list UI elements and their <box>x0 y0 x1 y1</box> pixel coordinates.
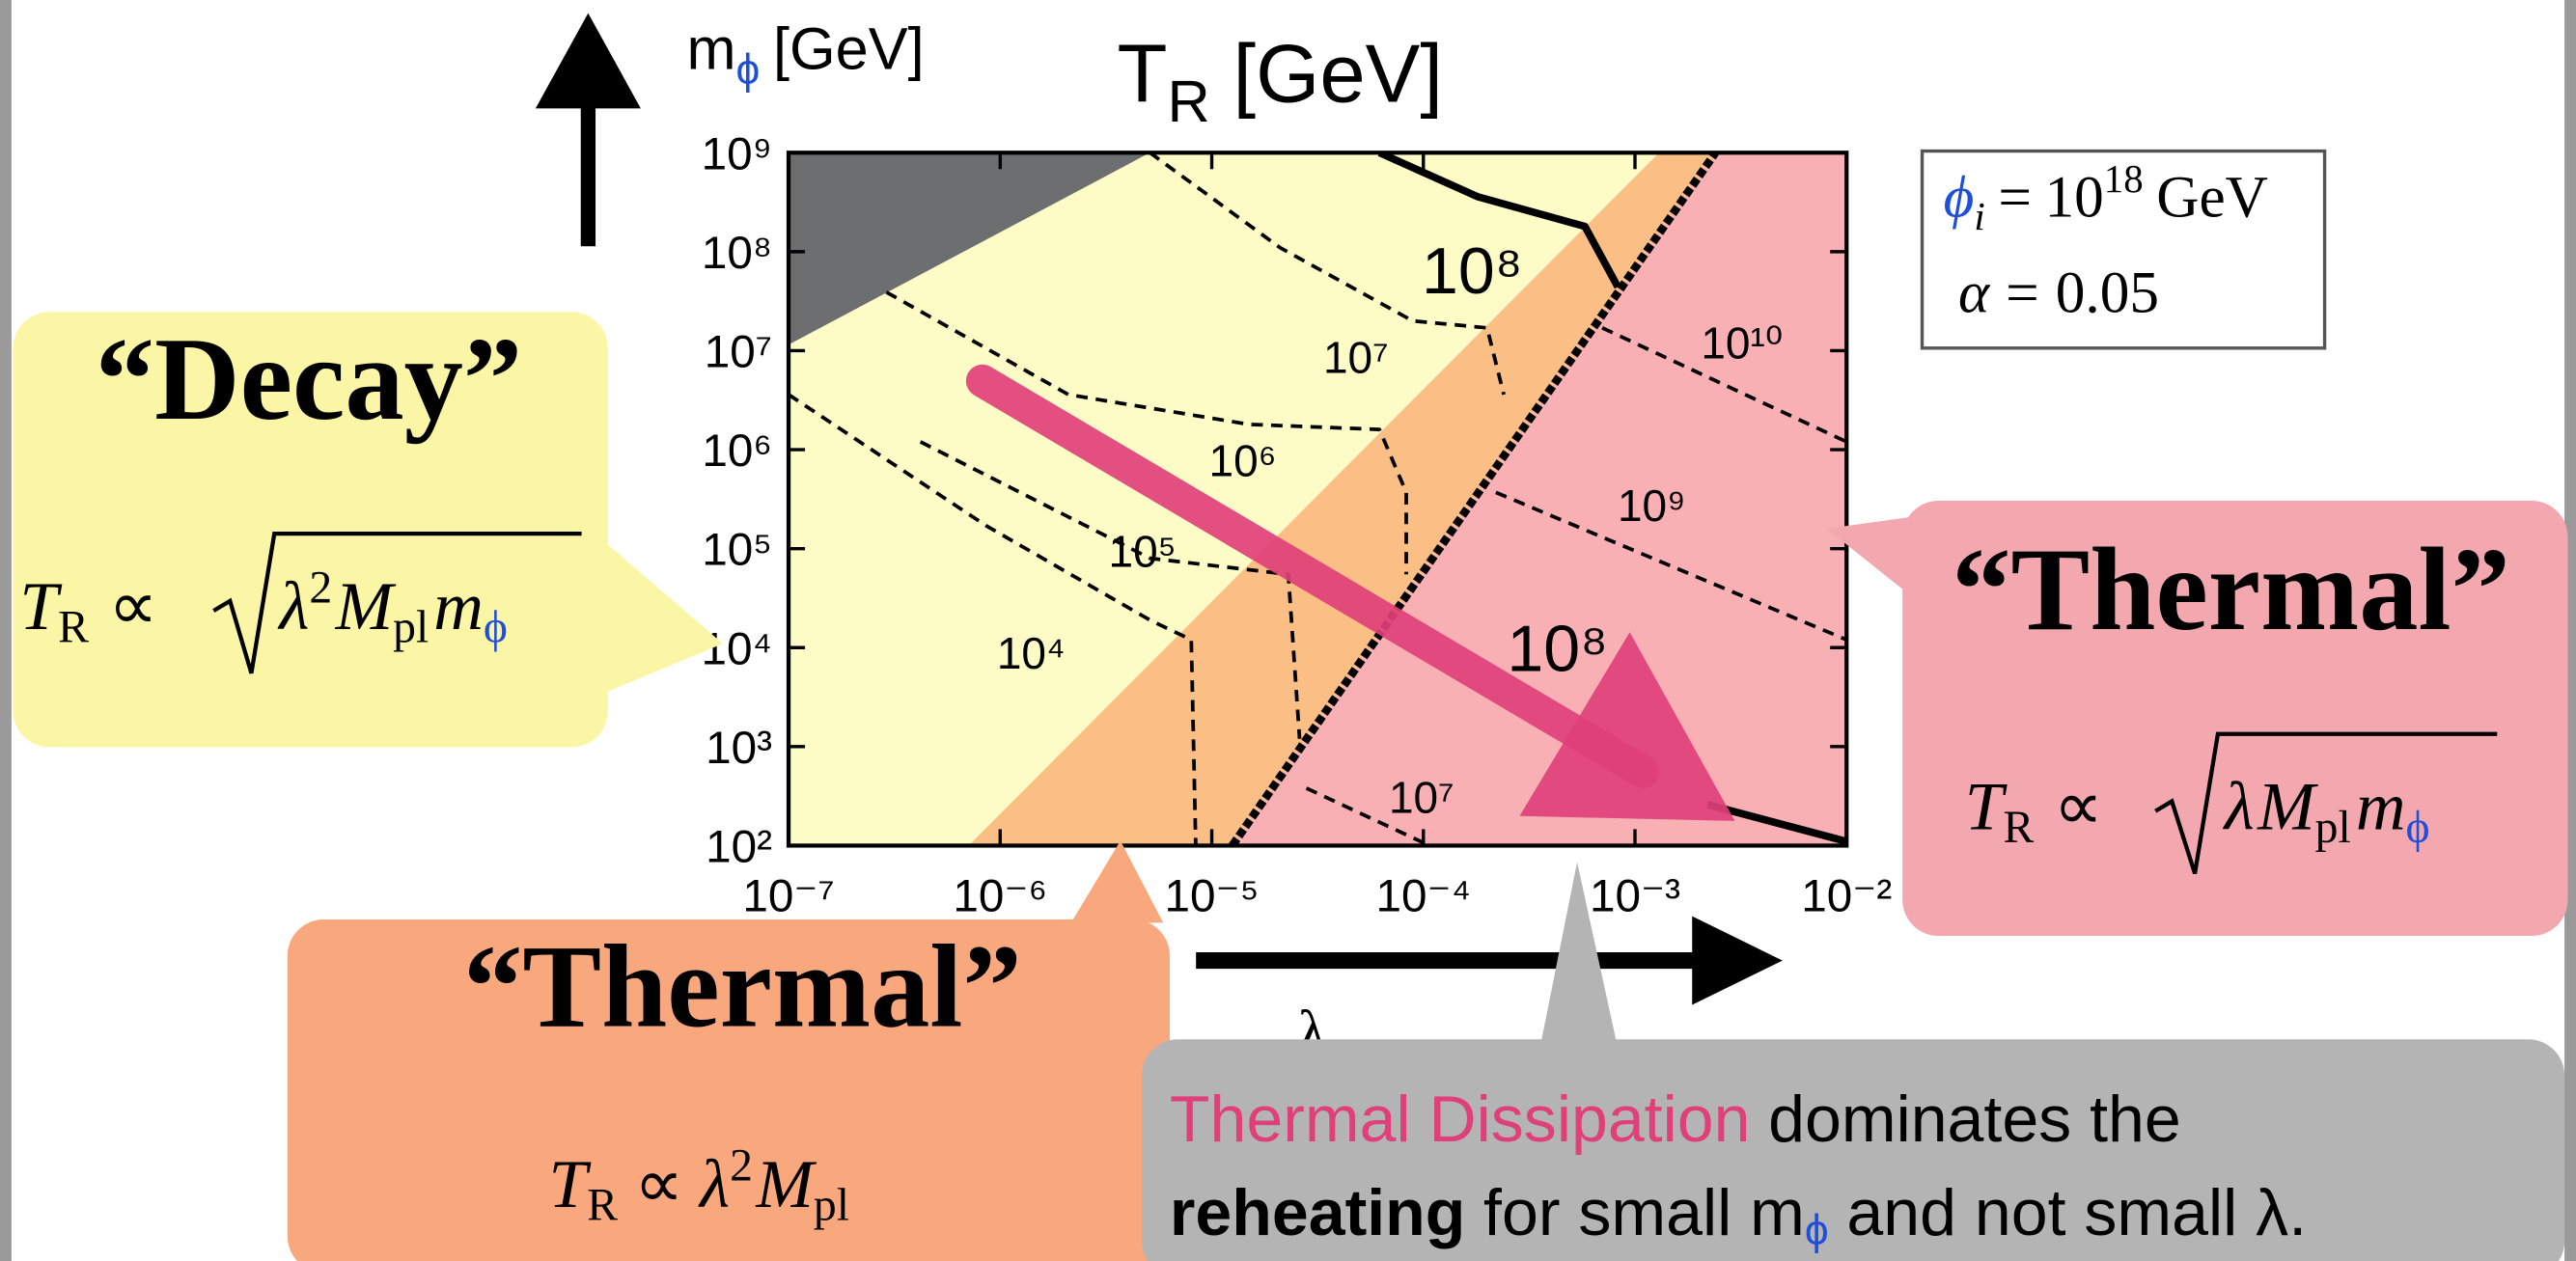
contour-label: 10⁷ <box>1389 773 1454 823</box>
y-tick-label: 10⁷ <box>705 326 772 377</box>
y-tick-label: 10⁹ <box>702 128 772 179</box>
title-part: [GeV] <box>1233 29 1444 121</box>
x-tick-label: 10⁻² <box>1801 871 1892 922</box>
contour-label: 10¹⁰ <box>1701 317 1783 368</box>
label-part: [GeV] <box>773 15 925 81</box>
x-tick-label: 10⁻³ <box>1590 871 1680 922</box>
x-tick-label: 10⁻⁷ <box>742 871 834 922</box>
slide: 10⁴ 10⁵ 10⁶ 10⁷ 10⁸ 10¹⁰ 10⁹ 10⁸ 10⁷ 10⁻⁷ 10⁻⁶ 10⁻⁵… <box>0 0 2576 1261</box>
contour-label: 10⁵ <box>1109 527 1177 577</box>
x-tick-label: 10⁻⁴ <box>1375 871 1471 922</box>
contour-label: 10⁴ <box>997 628 1066 678</box>
label-part: ϕ <box>736 46 761 94</box>
callout-title: “Thermal” <box>463 921 1022 1053</box>
y-tick-label: 10³ <box>706 723 772 774</box>
x-tick-label: 10⁻⁵ <box>1165 871 1260 922</box>
title-part: R <box>1167 69 1209 134</box>
title-part: T <box>1117 29 1167 121</box>
y-tick-label: 10⁵ <box>702 525 772 576</box>
callout-title: “Decay” <box>96 314 522 445</box>
info-line: α=0.05 <box>1958 260 2159 325</box>
x-tick-label: 10⁻⁶ <box>953 871 1047 922</box>
contour-label: 10⁸ <box>1507 612 1607 685</box>
chart-title: TR [GeV] <box>1117 29 1443 134</box>
y-tick-label: 10⁸ <box>702 228 772 279</box>
edge <box>0 0 12 1261</box>
contour-label: 10⁷ <box>1323 333 1389 383</box>
callout-title: “Thermal” <box>1952 524 2510 655</box>
y-tick-label: 10⁶ <box>702 425 772 477</box>
contour-label: 10⁶ <box>1209 435 1277 485</box>
contour-label: 10⁹ <box>1618 480 1686 531</box>
y-tick-label: 10⁴ <box>702 623 772 674</box>
y-tick-label: 10² <box>706 821 772 872</box>
contour-label: 10⁸ <box>1422 234 1522 308</box>
label-part: m <box>687 15 736 81</box>
